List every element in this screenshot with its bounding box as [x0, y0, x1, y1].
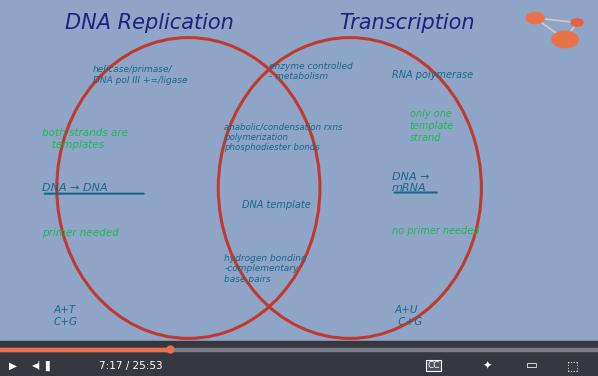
- Text: both strands are
   templates: both strands are templates: [42, 128, 128, 150]
- Circle shape: [552, 31, 578, 48]
- Text: no primer needed: no primer needed: [392, 226, 479, 236]
- Text: ◀|: ◀|: [32, 361, 42, 370]
- Bar: [0, 341, 598, 376]
- Text: CC: CC: [428, 361, 440, 370]
- Text: DNA Replication: DNA Replication: [65, 13, 234, 33]
- Text: DNA template: DNA template: [242, 200, 311, 210]
- Text: hydrogen bonding
-complementary
base pairs: hydrogen bonding -complementary base pai…: [224, 254, 307, 284]
- Text: ▭: ▭: [526, 359, 538, 372]
- Text: 7:17 / 25:53: 7:17 / 25:53: [99, 361, 162, 371]
- Text: Transcription: Transcription: [339, 13, 474, 33]
- Bar: [0, 348, 598, 351]
- Text: ⬚: ⬚: [567, 359, 579, 372]
- Text: primer needed: primer needed: [42, 228, 118, 238]
- Text: ▌: ▌: [45, 361, 53, 371]
- Text: ✦: ✦: [483, 361, 492, 371]
- Text: A+T
C+G: A+T C+G: [54, 305, 78, 327]
- Text: ▶: ▶: [9, 361, 17, 371]
- Text: anabolic/condensation rxns
polymerization
phosphodiester bonds: anabolic/condensation rxns polymerizatio…: [224, 122, 343, 152]
- Bar: [0, 348, 170, 351]
- Text: helicase/primase/
DNA pol III +=/ligase: helicase/primase/ DNA pol III +=/ligase: [93, 65, 187, 85]
- Text: A+U
 C+G: A+U C+G: [395, 305, 422, 327]
- Text: DNA → DNA: DNA → DNA: [42, 183, 108, 193]
- Text: enzyme controlled
- metabolism: enzyme controlled - metabolism: [269, 62, 353, 81]
- Circle shape: [571, 19, 583, 26]
- Text: DNA →
mRNA: DNA → mRNA: [392, 171, 429, 193]
- Circle shape: [526, 12, 544, 24]
- Text: only one
template
strand: only one template strand: [410, 109, 454, 143]
- Text: RNA polymerase: RNA polymerase: [392, 70, 473, 80]
